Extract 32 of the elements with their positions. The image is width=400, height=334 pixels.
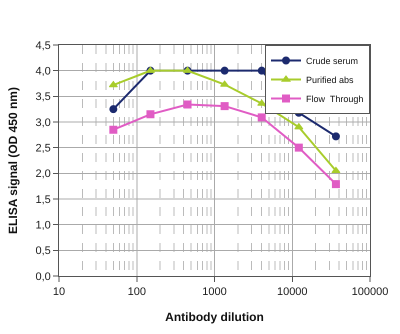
- point: [258, 113, 266, 122]
- point: [294, 144, 303, 152]
- x-tick-label: 10000: [276, 286, 308, 298]
- y-tick-label: 0,0: [36, 270, 51, 283]
- x-tick-label: 100: [128, 286, 146, 298]
- y-tick-label: 4,5: [36, 40, 51, 52]
- point: [332, 180, 340, 188]
- point: [109, 105, 118, 114]
- point: [184, 100, 192, 109]
- y-tick-label: 0,5: [36, 245, 51, 258]
- point: [331, 166, 340, 174]
- x-tick-label: 1000: [202, 286, 227, 298]
- y-tick-label: 2,0: [36, 168, 51, 180]
- point: [258, 66, 266, 75]
- legend-label: Flow Through: [306, 94, 364, 104]
- y-tick-label: 2,5: [36, 142, 51, 155]
- point: [220, 66, 229, 75]
- x-tick-label: 100000: [352, 286, 388, 298]
- y-tick-label: 1,0: [36, 220, 51, 232]
- x-tick-label: 10: [52, 286, 66, 298]
- point: [109, 126, 118, 134]
- y-tick-label: 3,5: [36, 91, 51, 104]
- point: [220, 102, 229, 110]
- y-axis-title: ELISA signal (OD 450 nm): [6, 87, 20, 234]
- legend-label: Purified abs: [306, 75, 354, 86]
- y-tick-label: 4,0: [36, 66, 51, 78]
- point: [146, 110, 154, 118]
- x-axis-title: Antibody dilution: [165, 310, 264, 324]
- legend-label: Crude serum: [306, 56, 358, 66]
- point: [332, 132, 340, 140]
- y-tick-label: 3,0: [36, 116, 51, 129]
- y-tick-label: 1,5: [36, 194, 51, 206]
